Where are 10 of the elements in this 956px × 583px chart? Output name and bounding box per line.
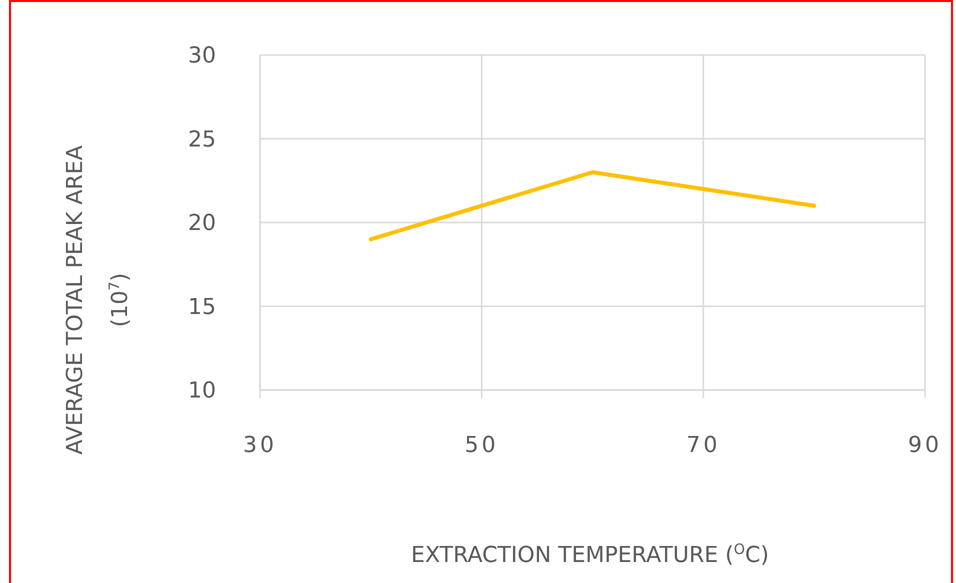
- y-tick-label: 15: [188, 294, 216, 320]
- y-tick-label: 25: [188, 127, 216, 152]
- x-tick-label: 90: [908, 433, 942, 458]
- y-tick-label: 20: [188, 211, 216, 236]
- x-tick-label: 50: [464, 433, 499, 458]
- y-tick-label: 30: [188, 44, 216, 69]
- x-tick-label: 30: [243, 433, 277, 458]
- y-tick-label: 10: [188, 378, 216, 404]
- x-tick-label: 70: [686, 433, 720, 458]
- x-axis-title: EXTRACTION TEMPERATURE ($^{O}$C): [411, 542, 769, 568]
